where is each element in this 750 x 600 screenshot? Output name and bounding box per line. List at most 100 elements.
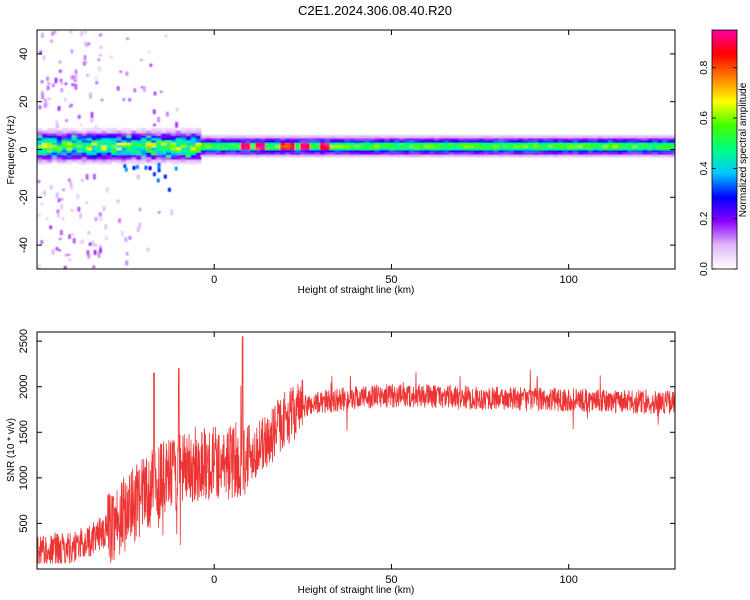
heatmap-cell [195, 151, 202, 155]
heatmap-cell [121, 159, 127, 163]
heatmap-cell [225, 142, 232, 146]
heatmap-cell [290, 151, 296, 155]
heatmap-cell [81, 154, 88, 158]
heatmap-cell [662, 147, 668, 151]
heatmap-cell [67, 253, 71, 256]
heatmap-cell [419, 147, 425, 151]
heatmap-cell [612, 149, 619, 153]
heatmap-cell [61, 128, 68, 131]
heatmap-cell [205, 137, 212, 141]
heatmap-cell [61, 142, 68, 146]
heatmap-cell [245, 137, 251, 141]
heatmap-cell [622, 149, 629, 153]
heatmap-cell [60, 88, 64, 93]
heatmap-cell [329, 154, 336, 158]
heatmap-cell [200, 137, 207, 141]
heatmap-cell [87, 42, 91, 45]
heatmap-cell [424, 151, 430, 155]
heatmap-cell [166, 128, 172, 131]
heatmap-cell [210, 149, 217, 153]
heatmap-cell [71, 233, 75, 236]
heatmap-cell [295, 149, 301, 153]
heatmap-cell [54, 77, 58, 84]
heatmap-cell [300, 149, 306, 153]
heatmap-cell [463, 142, 470, 146]
heatmap-cell [592, 137, 599, 141]
heatmap-cell [255, 149, 261, 153]
heatmap-cell [374, 137, 380, 141]
heatmap-cell [314, 144, 321, 148]
heatmap-cell [364, 139, 371, 143]
heatmap-cell [384, 135, 390, 139]
heatmap-cell [607, 154, 614, 158]
heatmap-cell [265, 139, 271, 143]
heatmap-cell [483, 147, 490, 151]
heatmap-cell [156, 178, 160, 183]
heatmap-cell [235, 151, 242, 155]
heatmap-cell [577, 154, 584, 158]
heatmap-cell [195, 130, 202, 134]
heatmap-cell [42, 144, 48, 148]
heatmap-cell [518, 144, 524, 148]
heatmap-cell [667, 151, 673, 155]
heatmap-cell [42, 156, 48, 160]
heatmap-cell [240, 137, 247, 141]
heatmap-cell [91, 151, 98, 155]
heatmap-cell [101, 139, 108, 143]
heatmap-cell [667, 144, 673, 148]
heatmap-cell [270, 144, 276, 148]
heatmap-cell [51, 139, 58, 143]
heatmap-cell [553, 139, 559, 143]
heatmap-cell [42, 154, 48, 158]
heatmap-cell [96, 156, 103, 160]
heatmap-cell [319, 151, 326, 155]
heatmap-cell [409, 142, 415, 146]
heatmap-cell [602, 144, 609, 148]
heatmap-cell [80, 31, 84, 37]
heatmap-cell [66, 139, 73, 143]
heatmap-cell [434, 142, 440, 146]
heatmap-cell [220, 135, 227, 139]
heatmap-cell [71, 139, 78, 143]
heatmap-cell [131, 132, 137, 136]
heatmap-cell [250, 144, 256, 148]
heatmap-cell [37, 264, 41, 269]
heatmap-cell [493, 139, 500, 143]
heatmap-cell [46, 159, 53, 163]
heatmap-cell [250, 137, 256, 141]
heatmap-cell [597, 154, 604, 158]
spectrogram-ytick-label: 20 [18, 96, 30, 108]
heatmap-cell [533, 147, 539, 151]
heatmap-cell [93, 250, 97, 255]
heatmap-cell [508, 149, 514, 153]
heatmap-cell [260, 137, 266, 141]
heatmap-cell [131, 151, 137, 155]
heatmap-cell [334, 151, 341, 155]
heatmap-cell [602, 151, 609, 155]
spectrogram-ylabel: Frequency (Hz) [6, 116, 17, 185]
snr-ytick-label: 1500 [18, 420, 30, 444]
heatmap-cell [414, 139, 420, 143]
heatmap-cell [498, 135, 505, 139]
heatmap-cell [429, 142, 435, 146]
heatmap-cell [572, 142, 579, 146]
heatmap-cell [558, 144, 564, 148]
heatmap-cell [503, 142, 509, 146]
heatmap-cell [657, 151, 663, 155]
heatmap-cell [424, 139, 430, 143]
heatmap-cell [40, 80, 44, 84]
heatmap-cell [627, 139, 634, 143]
heatmap-cell [414, 137, 420, 141]
heatmap-cell [47, 97, 51, 100]
heatmap-cell [597, 151, 604, 155]
heatmap-cell [275, 144, 281, 148]
heatmap-cell [478, 147, 485, 151]
snr-ylabel: SNR (10 * v/v) [6, 418, 17, 482]
heatmap-cell [71, 156, 78, 160]
heatmap-cell [121, 149, 127, 153]
heatmap-cell [587, 147, 594, 151]
heatmap-cell [51, 147, 58, 151]
heatmap-cell [195, 128, 202, 131]
heatmap-cell [642, 142, 648, 146]
heatmap-cell [76, 132, 83, 136]
